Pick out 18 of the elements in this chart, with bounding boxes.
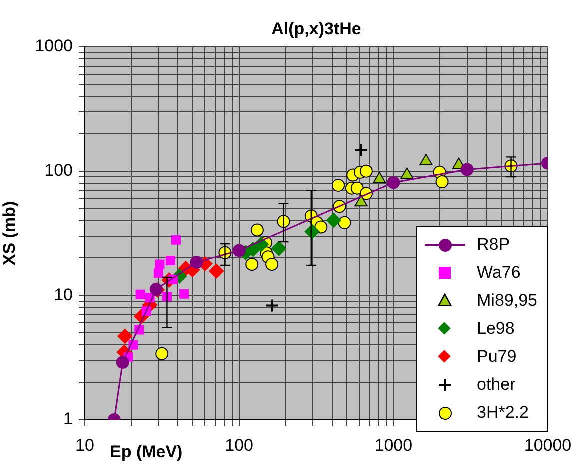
legend-label: 3H*2.2 (477, 403, 529, 423)
legend-label: other (477, 375, 516, 395)
x-tick-label: 10 (76, 436, 94, 455)
x-tick-label: 1000 (374, 436, 413, 455)
y-tick-label: 100 (44, 161, 73, 180)
legend-label: Mi89,95 (477, 291, 538, 311)
y-tick-label: 1000 (35, 36, 73, 56)
legend-label: Pu79 (477, 347, 517, 367)
y-axis-title: XS (mb) (0, 201, 19, 266)
legend-label: Le98 (477, 319, 515, 339)
x-tick-label: 100 (225, 436, 254, 455)
y-tick-label: 10 (54, 285, 73, 304)
legend-label: R8P (477, 235, 510, 255)
x-tick-label: 10000 (524, 436, 572, 455)
legend-label: Wa76 (477, 263, 521, 283)
chart-title: Al(p,x)3tHe (272, 20, 362, 39)
y-tick-label: 1 (64, 410, 73, 429)
x-axis-title: Ep (MeV) (110, 442, 183, 462)
